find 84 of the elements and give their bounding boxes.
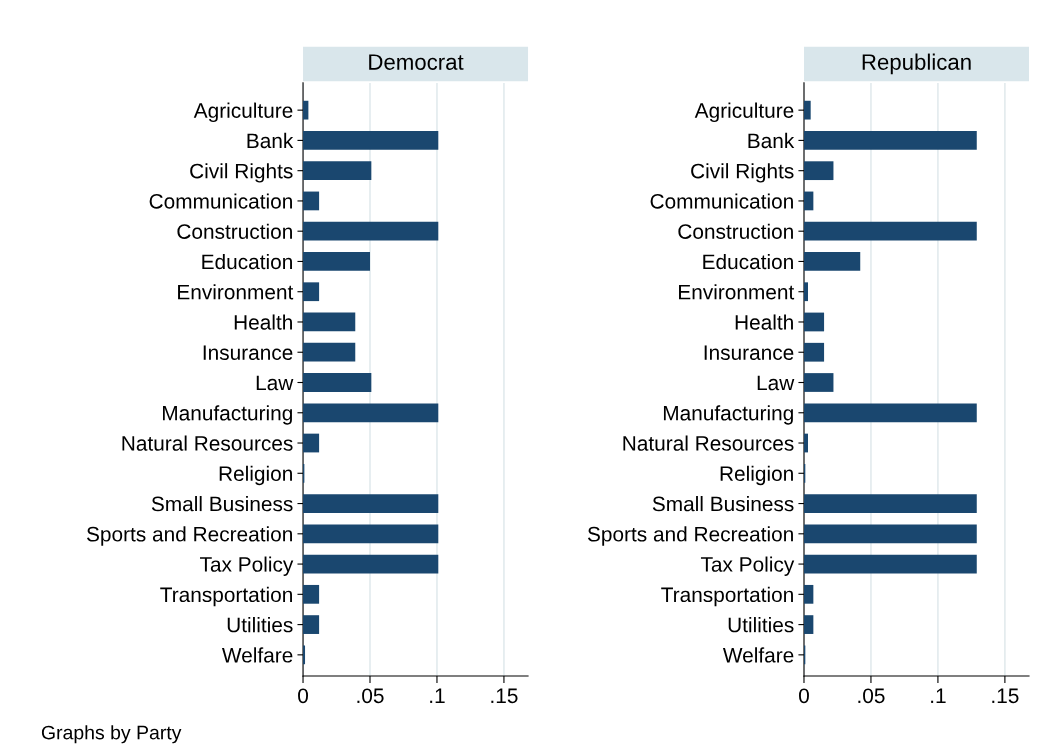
y-tick-label: Small Business bbox=[652, 496, 794, 512]
y-tick-label: Health bbox=[735, 314, 793, 330]
bar bbox=[303, 554, 439, 574]
y-tick-label: Transportation bbox=[661, 586, 793, 607]
y-tick-label: Agriculture bbox=[193, 102, 293, 123]
bar bbox=[303, 373, 372, 392]
x-tick-label: .05 bbox=[858, 688, 885, 704]
bar bbox=[303, 524, 439, 544]
y-tick-label: Bank bbox=[748, 132, 795, 149]
bar bbox=[303, 342, 356, 362]
bar bbox=[303, 615, 320, 634]
bar bbox=[803, 494, 977, 513]
y-tick-label: Religion bbox=[219, 465, 292, 486]
bar bbox=[303, 161, 372, 181]
bar bbox=[303, 584, 320, 604]
x-tick-label: .15 bbox=[992, 688, 1019, 704]
bar bbox=[803, 524, 977, 544]
bar bbox=[803, 433, 808, 453]
y-tick-label: Environment bbox=[679, 284, 795, 300]
bar bbox=[803, 615, 814, 634]
x-tick-label: .15 bbox=[491, 688, 518, 704]
y-tick-label: Agriculture bbox=[694, 102, 794, 123]
bar bbox=[303, 494, 439, 513]
bar bbox=[803, 131, 977, 150]
y-tick-label: Civil Rights bbox=[190, 163, 293, 183]
y-tick-label: Small Business bbox=[151, 496, 293, 512]
bar bbox=[303, 252, 370, 271]
bar bbox=[303, 100, 309, 120]
y-tick-label: Law bbox=[757, 375, 795, 391]
y-tick-label: Tax Policy bbox=[700, 556, 795, 576]
y-tick-label: Bank bbox=[247, 132, 294, 149]
y-tick-label: Construction bbox=[177, 223, 292, 239]
bar bbox=[303, 645, 306, 665]
y-tick-label: Utilities bbox=[728, 617, 794, 633]
x-tick-label: .05 bbox=[357, 688, 384, 704]
bar bbox=[803, 161, 834, 181]
bar bbox=[803, 100, 811, 120]
y-tick-label: Sports and Recreation bbox=[86, 526, 292, 546]
y-tick-label: Manufacturing bbox=[663, 405, 793, 425]
y-tick-label: Law bbox=[256, 375, 294, 391]
y-tick-label: Sports and Recreation bbox=[587, 526, 793, 546]
bar bbox=[803, 252, 861, 271]
bar bbox=[803, 373, 834, 392]
y-tick-label: Tax Policy bbox=[200, 556, 294, 576]
bar bbox=[803, 221, 977, 241]
bar bbox=[303, 221, 439, 241]
bar bbox=[303, 312, 356, 332]
bar bbox=[303, 131, 439, 150]
y-tick-label: Education bbox=[202, 253, 292, 270]
bar bbox=[803, 554, 977, 574]
bar bbox=[803, 312, 825, 332]
chart-title: Democrat bbox=[369, 54, 464, 70]
x-tick-label: 0 bbox=[799, 688, 809, 704]
y-tick-label: Insurance bbox=[704, 345, 794, 360]
bar bbox=[303, 433, 320, 453]
bar bbox=[803, 342, 825, 362]
y-tick-label: Transportation bbox=[160, 586, 292, 607]
bar bbox=[803, 584, 814, 604]
y-tick-label: Health bbox=[234, 314, 292, 330]
y-tick-label: Utilities bbox=[227, 617, 293, 633]
text: Graphs by Party bbox=[41, 725, 182, 744]
y-tick-label: Construction bbox=[678, 223, 793, 239]
y-tick-label: Communication bbox=[149, 193, 292, 209]
bar bbox=[803, 191, 814, 211]
y-tick-label: Civil Rights bbox=[691, 163, 794, 183]
bar bbox=[303, 282, 320, 302]
x-tick-label: 0 bbox=[298, 688, 309, 704]
bar bbox=[303, 191, 320, 211]
x-tick-label: .1 bbox=[931, 688, 946, 703]
bar bbox=[803, 403, 977, 423]
y-tick-label: Natural Resources bbox=[122, 435, 293, 451]
chart-title: Republican bbox=[862, 53, 971, 75]
y-tick-label: Religion bbox=[720, 465, 793, 486]
bar bbox=[303, 403, 439, 423]
y-tick-label: Insurance bbox=[203, 345, 293, 360]
y-tick-label: Natural Resources bbox=[623, 435, 794, 451]
bar bbox=[803, 282, 808, 302]
y-tick-label: Manufacturing bbox=[163, 405, 292, 425]
y-tick-label: Welfare bbox=[221, 647, 293, 663]
y-tick-label: Welfare bbox=[722, 647, 794, 663]
y-tick-label: Communication bbox=[650, 193, 793, 209]
y-tick-label: Education bbox=[703, 253, 793, 270]
y-tick-label: Environment bbox=[178, 284, 294, 300]
x-tick-label: .1 bbox=[430, 688, 445, 703]
